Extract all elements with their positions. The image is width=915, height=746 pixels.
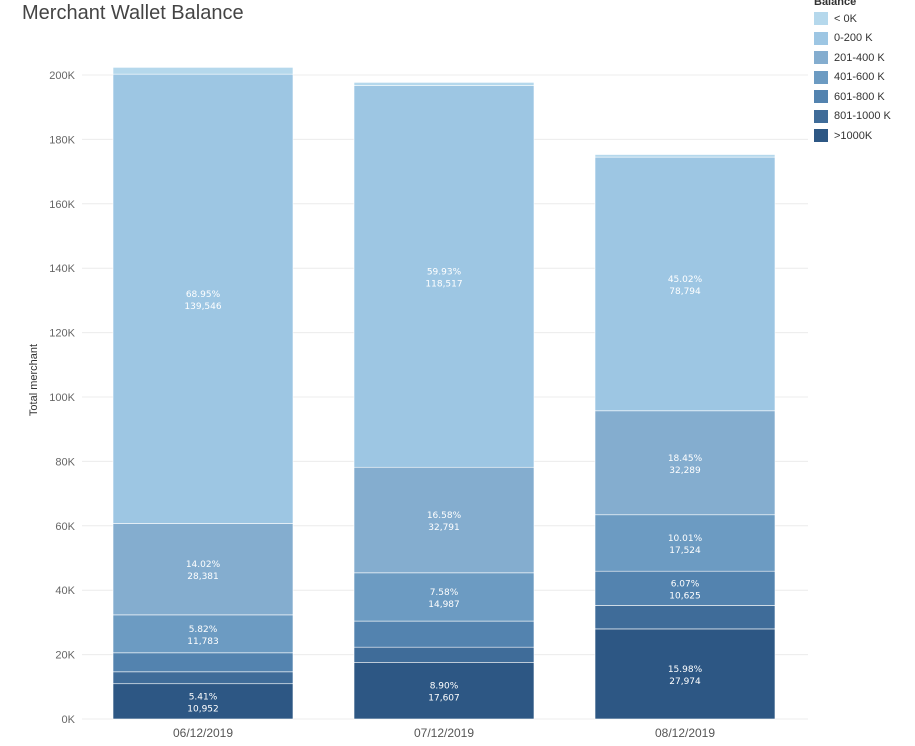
legend-item[interactable]: 801-1000 K — [814, 107, 914, 127]
bar-segment[interactable] — [112, 67, 294, 75]
legend-label: 401-600 K — [834, 71, 885, 84]
legend-item[interactable]: < 0K — [814, 9, 914, 29]
bar-segment[interactable] — [594, 605, 776, 630]
segment-count-label: 27,974 — [669, 677, 701, 687]
segment-count-label: 14,987 — [428, 600, 460, 610]
segment-percent-label: 8.90% — [430, 682, 459, 692]
y-tick-label: 60K — [55, 521, 75, 533]
segment-count-label: 10,952 — [187, 704, 219, 714]
y-tick-label: 100K — [49, 392, 75, 404]
segment-count-label: 139,546 — [184, 302, 221, 312]
bar-segment[interactable] — [353, 620, 535, 648]
legend-swatch — [814, 51, 828, 65]
legend-swatch — [814, 12, 828, 26]
y-tick-label: 180K — [49, 134, 75, 146]
segment-count-label: 17,607 — [428, 694, 460, 704]
legend-item[interactable]: >1000K — [814, 126, 914, 146]
legend-item[interactable]: 401-600 K — [814, 68, 914, 88]
legend-swatch — [814, 31, 828, 45]
y-tick-label: 80K — [55, 456, 75, 468]
segment-count-label: 28,381 — [187, 572, 219, 582]
y-tick-label: 160K — [49, 199, 75, 211]
legend-swatch — [814, 90, 828, 104]
segment-count-label: 17,524 — [669, 546, 701, 556]
segment-percent-label: 16.58% — [427, 511, 462, 521]
x-category-label: 07/12/2019 — [414, 726, 474, 740]
y-tick-label: 0K — [62, 714, 76, 726]
segment-percent-label: 6.07% — [671, 579, 700, 589]
bar-segment[interactable] — [594, 570, 776, 606]
legend-label: 801-1000 K — [834, 110, 891, 123]
x-category-label: 08/12/2019 — [655, 726, 715, 740]
bar-segment[interactable] — [112, 73, 294, 524]
bar-segment[interactable] — [594, 154, 776, 158]
legend-label: 601-800 K — [834, 90, 885, 103]
segment-percent-label: 14.02% — [186, 560, 221, 570]
segment-percent-label: 59.93% — [427, 267, 462, 277]
segment-percent-label: 7.58% — [430, 588, 459, 598]
x-axis: 06/12/2019 07/12/2019 08/12/2019 — [173, 726, 715, 740]
legend-label: < 0K — [834, 12, 857, 25]
bar-segment[interactable] — [112, 652, 294, 673]
y-tick-label: 120K — [49, 328, 75, 340]
segment-percent-label: 10.01% — [668, 534, 703, 544]
legend: Balance < 0K 0-200 K 201-400 K 401-600 K 601… — [814, 0, 914, 146]
bar-segment[interactable] — [112, 671, 294, 685]
x-category-label: 06/12/2019 — [173, 726, 233, 740]
legend-swatch — [814, 109, 828, 123]
y-tick-label: 140K — [49, 263, 75, 275]
legend-swatch — [814, 70, 828, 84]
segment-percent-label: 5.41% — [189, 692, 218, 702]
legend-label: >1000K — [834, 129, 873, 142]
bar-segment[interactable] — [594, 514, 776, 572]
bar-segment[interactable] — [112, 683, 294, 720]
bar-segment[interactable] — [353, 572, 535, 622]
y-axis-label: Total merchant — [28, 344, 40, 416]
legend-title: Balance — [814, 0, 857, 8]
y-tick-label: 200K — [49, 70, 75, 82]
y-tick-label: 40K — [55, 585, 75, 597]
bar-segment[interactable] — [353, 662, 535, 720]
segment-percent-label: 45.02% — [668, 275, 703, 285]
y-axis: 0K 20K 40K 60K 80K 100K 120K 140K 160K 180K 200K — [49, 70, 75, 726]
legend-swatch — [814, 129, 828, 143]
segment-percent-label: 5.82% — [189, 625, 218, 635]
segment-percent-label: 18.45% — [668, 454, 703, 464]
segment-count-label: 118,517 — [425, 279, 462, 289]
bar-segment[interactable] — [353, 466, 535, 574]
y-tick-label: 20K — [55, 650, 75, 662]
legend-item[interactable]: 201-400 K — [814, 48, 914, 68]
segment-count-label: 32,791 — [428, 523, 460, 533]
legend-label: 0-200 K — [834, 32, 873, 45]
bar-segment[interactable] — [594, 156, 776, 412]
legend-items: < 0K 0-200 K 201-400 K 401-600 K 601-800 K 80… — [814, 9, 914, 146]
segment-count-label: 32,289 — [669, 466, 701, 476]
bar-segment[interactable] — [112, 614, 294, 654]
bar-segment[interactable] — [594, 628, 776, 720]
segment-percent-label: 15.98% — [668, 665, 703, 675]
bar-segment[interactable] — [594, 410, 776, 516]
legend-item[interactable]: 0-200 K — [814, 29, 914, 49]
bar-segment[interactable] — [353, 82, 535, 86]
bars: 5.41% 10,952 5.82% 11,783 14.02% 28,381 68.95%… — [112, 67, 776, 720]
segment-count-label: 10,625 — [669, 591, 701, 601]
legend-label: 201-400 K — [834, 51, 885, 64]
chart-title: Merchant Wallet Balance — [22, 2, 244, 24]
segment-percent-label: 68.95% — [186, 290, 221, 300]
bar-segment[interactable] — [353, 646, 535, 663]
segment-count-label: 78,794 — [669, 287, 701, 297]
bar-segment[interactable] — [112, 523, 294, 616]
legend-item[interactable]: 601-800 K — [814, 87, 914, 107]
segment-count-label: 11,783 — [187, 637, 219, 647]
